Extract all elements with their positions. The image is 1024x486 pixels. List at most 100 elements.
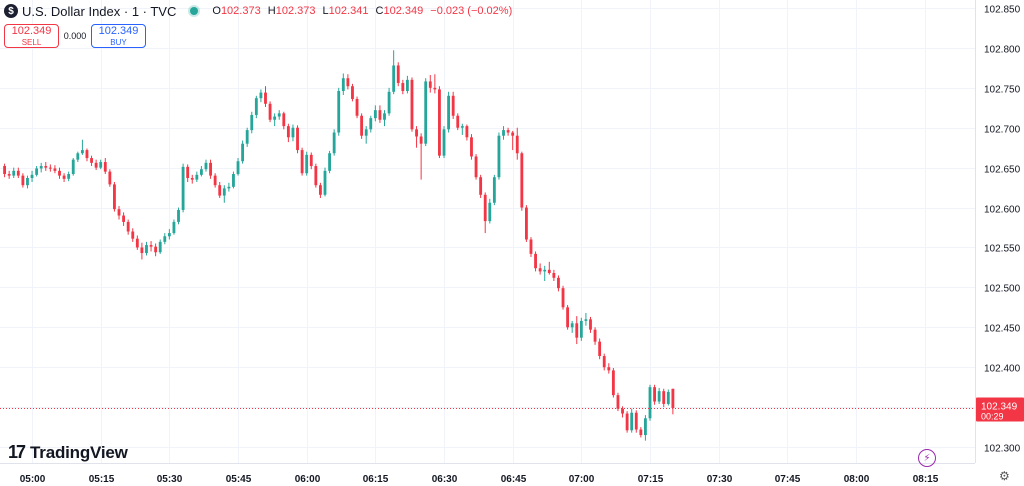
- time-tick-label: 05:15: [89, 474, 115, 485]
- candle-body: [566, 307, 570, 328]
- candle-body: [561, 288, 565, 308]
- candle-body: [438, 89, 441, 156]
- candle-body: [204, 162, 208, 170]
- candle-body: [639, 429, 643, 436]
- candle: [387, 87, 391, 116]
- candle-body: [232, 174, 235, 187]
- candle: [460, 123, 464, 135]
- candle-body: [305, 154, 309, 174]
- candle-body: [524, 207, 528, 240]
- candle-body: [286, 126, 290, 138]
- candle-body: [195, 174, 199, 180]
- candle: [662, 388, 666, 408]
- time-axis[interactable]: 05:00 05:15 05:30 05:45 06:00 06:15 06:30 06:45…: [0, 463, 975, 486]
- time-tick-label: 07:00: [569, 474, 595, 485]
- candle-body: [222, 188, 226, 196]
- candle: [90, 155, 93, 167]
- high-value: 102.373: [275, 5, 316, 17]
- candle: [644, 415, 647, 441]
- low-key: L: [322, 5, 329, 17]
- candle-body: [181, 166, 185, 210]
- candle-body: [167, 233, 171, 237]
- last-price-label: 102.349: [981, 402, 1018, 413]
- candle-body: [39, 166, 43, 169]
- candle-body: [319, 185, 322, 195]
- candle-body: [268, 103, 272, 120]
- candle-body: [456, 115, 460, 128]
- candle: [346, 74, 350, 90]
- candle-body: [131, 231, 135, 239]
- candle: [26, 175, 29, 189]
- candle-body: [103, 162, 107, 172]
- price-tick-label: 102.800: [984, 45, 1021, 56]
- symbol-title[interactable]: U.S. Dollar Index · 1 · TVC: [22, 3, 177, 19]
- candle: [209, 159, 212, 179]
- candle-body: [584, 319, 588, 321]
- candle: [131, 228, 135, 242]
- candle-body: [552, 273, 556, 278]
- candle: [21, 173, 25, 188]
- candle: [474, 154, 478, 180]
- candle-body: [460, 126, 464, 128]
- candle-body: [149, 245, 153, 247]
- candle-body: [227, 186, 231, 189]
- time-tick-label: 06:15: [363, 474, 389, 485]
- candle: [236, 158, 240, 176]
- buy-price: 102.349: [98, 24, 139, 37]
- high-key: H: [267, 5, 276, 17]
- candle: [135, 235, 139, 250]
- candle: [309, 152, 313, 170]
- candle-body: [30, 174, 34, 179]
- candle-body: [108, 171, 112, 185]
- candle: [7, 170, 11, 179]
- lightning-icon[interactable]: ⚡: [918, 449, 936, 467]
- candle-body: [190, 178, 194, 180]
- candle-body: [570, 323, 574, 328]
- candle: [383, 110, 386, 127]
- candle-body: [360, 115, 364, 136]
- buy-button[interactable]: 102.349 BUY: [91, 24, 146, 48]
- gear-icon[interactable]: ⚙: [999, 469, 1010, 483]
- price-tick-label: 102.600: [984, 205, 1021, 216]
- candle-body: [250, 114, 254, 131]
- candle-body: [332, 132, 336, 154]
- candle: [259, 89, 263, 103]
- candle-body: [492, 177, 496, 203]
- candle: [227, 182, 231, 192]
- candle-body: [662, 391, 666, 404]
- candle: [190, 174, 194, 184]
- close-value: 102.349: [383, 5, 424, 17]
- tradingview-logo[interactable]: 17 TradingView: [8, 442, 128, 463]
- candle-body: [58, 170, 61, 176]
- candle: [625, 411, 629, 433]
- bar-countdown-label: 00:29: [981, 412, 1004, 422]
- time-tick-label: 08:15: [913, 474, 939, 485]
- candle: [35, 166, 39, 177]
- candle-body: [474, 156, 478, 178]
- candle-body: [90, 158, 93, 163]
- candle: [607, 363, 611, 374]
- candle-body: [48, 167, 52, 169]
- sell-button[interactable]: 102.349 SELL: [4, 24, 59, 48]
- candle: [264, 86, 267, 107]
- candle: [296, 125, 299, 154]
- price-tick-label: 102.550: [984, 244, 1021, 255]
- candle: [199, 166, 203, 177]
- candle-body: [117, 209, 121, 216]
- candle: [419, 133, 423, 180]
- sell-label: SELL: [21, 37, 42, 47]
- candle: [401, 79, 405, 95]
- candle: [314, 163, 318, 188]
- candle-body: [241, 143, 245, 162]
- candle: [328, 150, 331, 174]
- candle-body: [378, 110, 382, 120]
- candle: [611, 368, 615, 398]
- candle: [438, 86, 441, 159]
- candle-body: [282, 113, 286, 127]
- candle-body: [392, 65, 396, 92]
- candle-body: [648, 387, 652, 419]
- candle-body: [671, 388, 675, 408]
- candle-body: [346, 78, 350, 87]
- open-value: 102.373: [220, 5, 261, 17]
